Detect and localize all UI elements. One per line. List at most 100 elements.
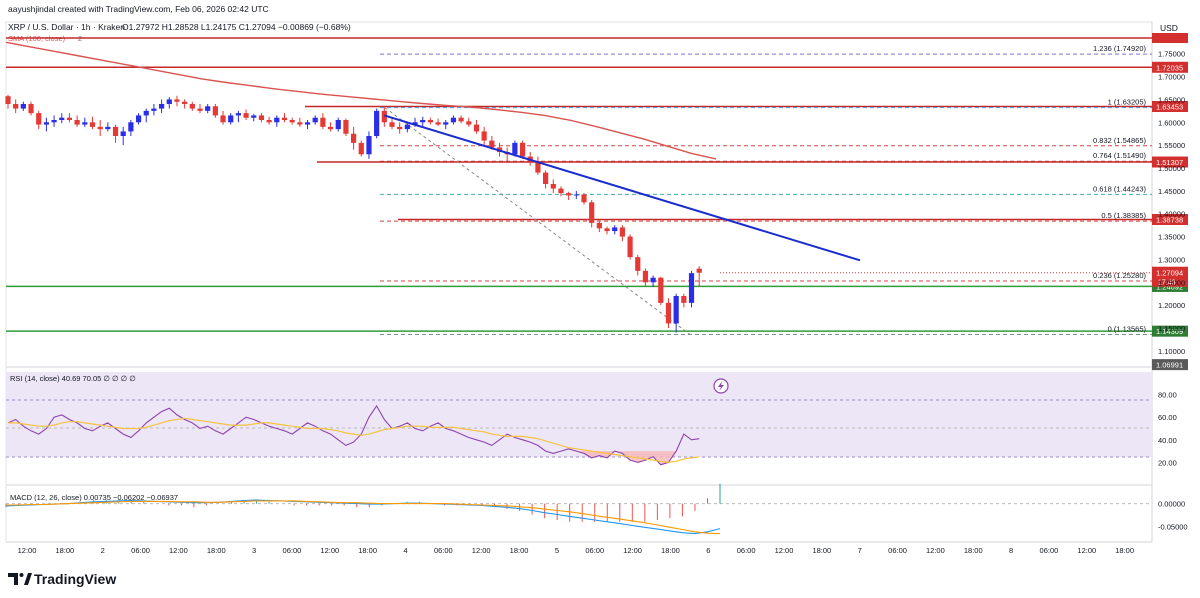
- candle-body: [412, 122, 418, 125]
- candle-body: [258, 115, 265, 120]
- rsi-band: [6, 372, 1152, 457]
- y-tick-label: 1.40000: [1158, 210, 1185, 219]
- y-tick-label: 1.15000: [1158, 324, 1185, 333]
- y-tick-label: 1.75000: [1158, 50, 1185, 59]
- tradingview-logo-dot: [19, 573, 24, 577]
- candle-body: [389, 122, 395, 127]
- candle-body: [658, 277, 664, 303]
- resistance-level-tag: [1152, 156, 1188, 168]
- candle-body: [112, 126, 119, 136]
- x-tick-label: 7: [858, 546, 862, 555]
- y-tick-label: 1.10000: [1158, 347, 1185, 356]
- price-axis[interactable]: 1.75000 1.70000 1.65000 1.60000 1.55000 1.500…: [1158, 50, 1185, 356]
- candle-body: [135, 115, 142, 123]
- candle-body: [82, 122, 88, 125]
- signal-line: [6, 500, 721, 535]
- bearish-trend-line[interactable]: [384, 114, 861, 262]
- x-tick-label: 12:00: [320, 546, 339, 555]
- current-price-tag: [1152, 266, 1188, 287]
- resistance-level-label: 1.63453: [1156, 103, 1183, 112]
- candle-body: [681, 296, 687, 303]
- candle-body: [289, 120, 295, 123]
- candle-body: [481, 131, 487, 141]
- candle-body: [13, 104, 19, 109]
- created-by-text: aayushjindal created with TradingView.co…: [8, 4, 269, 14]
- x-tick-label: 06:00: [888, 546, 907, 555]
- lightning-icon[interactable]: [713, 378, 729, 394]
- symbol-title[interactable]: XRP / U.S. Dollar · 1h · Kraken: [8, 22, 125, 32]
- candle-body: [36, 113, 42, 125]
- fib-level-label: 0.832 (1.54865): [1093, 136, 1146, 145]
- y-tick-label: 1.20000: [1158, 301, 1185, 310]
- tradingview-logo[interactable]: TradingView: [8, 571, 116, 587]
- candle-body: [566, 193, 572, 196]
- top-level-tag: [1152, 33, 1188, 43]
- candle-body: [189, 104, 195, 109]
- rsi-pane: 80.00 60.00 40.00 20.00: [7, 391, 1177, 467]
- candle-body: [327, 126, 334, 130]
- x-tick-label: 06:00: [283, 546, 302, 555]
- candle-body: [151, 108, 157, 111]
- candle-body: [450, 117, 457, 123]
- x-tick-label: 12:00: [1077, 546, 1096, 555]
- rsi-tick-label: 40.00: [1158, 436, 1177, 445]
- candle-body: [420, 120, 426, 123]
- candle-body: [427, 120, 433, 123]
- x-tick-label: 18:00: [812, 546, 831, 555]
- candle-body: [266, 120, 272, 123]
- x-tick-label: 18:00: [55, 546, 74, 555]
- sma-path: [5, 41, 717, 160]
- candle-body: [143, 110, 149, 116]
- currency-label: USD: [1160, 23, 1178, 33]
- support-level-label: 1.24092: [1156, 282, 1183, 291]
- candle-body: [251, 115, 257, 118]
- x-tick-label: 06:00: [131, 546, 150, 555]
- tradingview-logo-icon: [8, 573, 18, 585]
- y-tick-label: 1.45000: [1158, 187, 1185, 196]
- candle-body: [535, 161, 541, 173]
- sma-line: [5, 41, 717, 160]
- y-tick-label: 1.25000: [1158, 278, 1185, 287]
- candle-body: [581, 194, 587, 203]
- x-tick-label: 4: [403, 546, 407, 555]
- x-tick-label: 18:00: [964, 546, 983, 555]
- candle-body: [604, 228, 610, 232]
- candle-body: [404, 124, 410, 130]
- rsi-legend[interactable]: RSI (14, close) 40.69 70.05 ∅ ∅ ∅ ∅: [10, 374, 136, 383]
- candle-body: [627, 236, 633, 258]
- candle-body: [182, 101, 188, 104]
- candle-body: [335, 120, 341, 130]
- x-tick-label: 18:00: [207, 546, 226, 555]
- ohlc-readout: O1.27972 H1.28528 L1.24175 C1.27094 −0.0…: [122, 22, 351, 32]
- y-tick-label: 1.55000: [1158, 141, 1185, 150]
- y-tick-label: 1.30000: [1158, 255, 1185, 264]
- candle-body: [159, 104, 165, 109]
- candle-body: [612, 227, 618, 232]
- candle-body: [243, 113, 249, 118]
- y-tick-label: 1.60000: [1158, 118, 1185, 127]
- fib-level-label: 1 (1.63205): [1108, 98, 1147, 107]
- candle-body: [166, 99, 172, 104]
- candle-body: [128, 122, 134, 132]
- candle-body: [174, 99, 180, 102]
- x-tick-label: 18:00: [661, 546, 680, 555]
- time-axis[interactable]: 12:00 18:00 2 06:00 12:00 18:00 3 06:00 12:00 18:…: [18, 546, 1134, 555]
- candle-body: [220, 115, 226, 123]
- macd-legend[interactable]: MACD (12, 26, close) 0.00735 −0.06202 −0…: [10, 493, 178, 502]
- support-level-tag: [1152, 325, 1188, 337]
- candle-body: [66, 117, 73, 120]
- candle-body: [650, 277, 656, 283]
- fibonacci-retracement: 1.236 (1.74920) 1 (1.63205) 0.832 (1.54865…: [380, 44, 1152, 336]
- candle-body: [519, 142, 526, 157]
- x-tick-label: 5: [555, 546, 559, 555]
- tradingview-logo-slash: [24, 573, 32, 585]
- rsi-tick-label: 60.00: [1158, 413, 1177, 422]
- candle-body: [589, 202, 595, 223]
- x-tick-label: 3: [252, 546, 256, 555]
- candle-body: [366, 136, 372, 155]
- rsi-tick-label: 80.00: [1158, 391, 1177, 400]
- macd-pane: 0.00000 -0.05000: [5, 483, 1188, 535]
- candle-body: [435, 122, 441, 125]
